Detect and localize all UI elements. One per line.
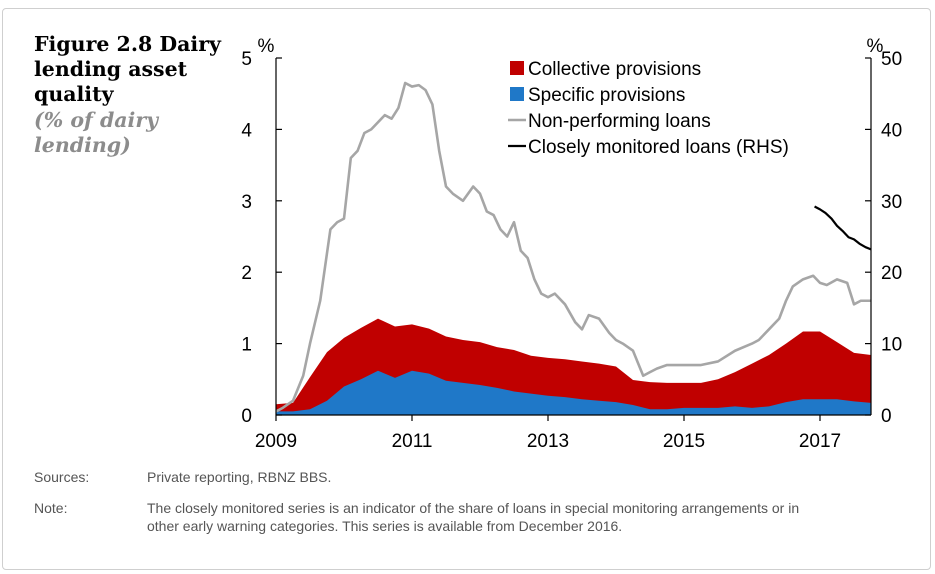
x-tick-label: 2017: [799, 431, 841, 452]
y-right-tick-label: 50: [881, 49, 902, 70]
y-left-tick-label: 5: [241, 49, 252, 70]
figure-subtitle: (% of dairy lending): [34, 108, 159, 157]
y-left-tick-label: 2: [241, 263, 252, 284]
y-left-tick-label: 4: [241, 120, 252, 141]
y-left-tick-label: 3: [241, 192, 252, 213]
plot-lines: [275, 81, 872, 413]
plot-areas: [276, 318, 871, 415]
note-row: Note: The closely monitored series is an…: [34, 499, 914, 535]
y-right-unit: %: [867, 36, 884, 57]
x-tick-label: 2013: [527, 431, 569, 452]
figure-notes: Sources: Private reporting, RBNZ BBS. No…: [34, 468, 914, 548]
legend-label: Collective provisions: [528, 59, 701, 80]
legend-label: Closely monitored loans (RHS): [528, 137, 789, 158]
x-tick-label: 2015: [663, 431, 705, 452]
closely-monitored-loans-line: [814, 205, 872, 251]
y-left-tick-label: 0: [241, 406, 252, 427]
specific-provisions-area: [276, 370, 871, 415]
y-right-tick-label: 10: [881, 335, 902, 356]
figure-title: Figure 2.8 Dairy lending asset quality: [34, 32, 221, 106]
note-label: Note:: [34, 500, 68, 516]
non-performing-loans-line: [275, 81, 871, 413]
y-right-tick-label: 40: [881, 120, 902, 141]
legend-swatch-collective: [510, 61, 524, 75]
note-text: The closely monitored series is an indic…: [147, 500, 800, 534]
x-tick-label: 2009: [255, 431, 297, 452]
legend-label: Non-performing loans: [528, 111, 711, 132]
legend-swatch-specific: [510, 87, 524, 101]
y-right-tick-label: 30: [881, 192, 902, 213]
sources-row: Sources: Private reporting, RBNZ BBS.: [34, 468, 914, 486]
legend-label: Specific provisions: [528, 85, 685, 106]
figure-frame: [2, 8, 931, 570]
y-left-tick-label: 1: [241, 335, 252, 356]
sources-label: Sources:: [34, 469, 90, 485]
y-left-unit: %: [258, 36, 275, 57]
legend: Collective provisions Specific provisions…: [508, 59, 789, 158]
y-right-tick-label: 0: [881, 406, 892, 427]
x-tick-label: 2011: [392, 431, 433, 452]
sources-text: Private reporting, RBNZ BBS.: [147, 469, 332, 485]
y-right-tick-label: 20: [881, 263, 902, 284]
